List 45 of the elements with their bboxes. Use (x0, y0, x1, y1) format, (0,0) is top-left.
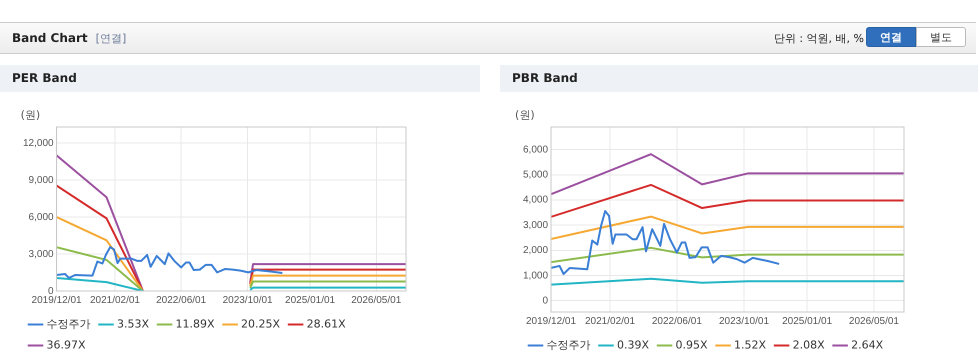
x-tick-label: 2021/02/01 (90, 294, 140, 306)
x-tick-label: 2025/01/01 (782, 316, 833, 327)
y-tick-label: 0 (48, 286, 54, 297)
y-tick-label: 6,000 (28, 212, 54, 223)
legend-label: 20.25X (241, 317, 281, 330)
y-tick-label: 0 (542, 295, 548, 306)
x-tick-label: 2019/12/01 (526, 316, 576, 327)
x-tick-label: 2023/10/01 (222, 294, 274, 306)
x-tick-label: 2026/05/01 (848, 316, 900, 327)
y-tick-label: 12,000 (22, 138, 54, 149)
text: Band Chart (12, 31, 88, 45)
legend-label: 3.53X (117, 317, 150, 330)
text: [연결] (96, 32, 126, 45)
chart-title: PBR Band (500, 65, 978, 92)
y-tick-label: 6,000 (522, 144, 548, 156)
legend-label: 0.39X (617, 338, 650, 352)
x-tick-label: 2026/05/01 (351, 294, 402, 306)
y-tick-label: 9,000 (28, 174, 54, 186)
text: 연결 (866, 27, 916, 47)
text: 별도 (916, 27, 966, 47)
legend-label: 36.97X (46, 338, 86, 352)
x-tick-label: 2023/10/01 (718, 316, 770, 327)
y-tick-label: 5,000 (522, 170, 548, 181)
y-tick-label: 2,000 (522, 245, 548, 256)
y-tick-label: 4,000 (522, 194, 548, 206)
text: 단위 : 억원, 배, % (774, 31, 864, 46)
y-tick-label: 1,000 (522, 270, 548, 282)
x-tick-label: 2022/06/01 (156, 294, 207, 306)
y-tick-label: 3,000 (522, 220, 548, 231)
legend-label: 0.95X (676, 338, 708, 352)
legend-label: 1.52X (734, 338, 767, 352)
y-axis-title: (원) (20, 108, 40, 122)
legend-label: 28.61X (306, 317, 346, 330)
legend-label: 2.64X (851, 338, 884, 352)
chart-title: PER Band (0, 65, 480, 92)
x-tick-label: 2021/02/01 (584, 316, 636, 327)
legend-label: 수정주가 (46, 317, 90, 330)
legend-label: 수정주가 (546, 338, 590, 352)
legend-label: 2.08X (792, 338, 826, 352)
y-axis-title: (원) (515, 108, 535, 122)
y-tick-label: 3,000 (28, 248, 54, 260)
x-tick-label: 2019/12/01 (32, 294, 82, 306)
legend-label: 11.89X (176, 317, 216, 330)
x-tick-label: 2022/06/01 (652, 316, 702, 327)
x-tick-label: 2025/01/01 (285, 294, 336, 306)
